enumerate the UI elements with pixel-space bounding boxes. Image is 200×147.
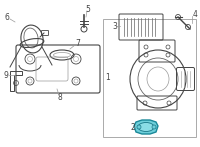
Polygon shape xyxy=(134,120,158,134)
Text: 4: 4 xyxy=(193,10,197,19)
Text: 9: 9 xyxy=(4,71,8,80)
Text: 5: 5 xyxy=(86,5,90,14)
Text: 2: 2 xyxy=(131,122,135,132)
Text: 1: 1 xyxy=(105,72,110,81)
Circle shape xyxy=(137,125,141,129)
Text: 6: 6 xyxy=(5,12,9,21)
Text: 8: 8 xyxy=(58,92,62,101)
Ellipse shape xyxy=(138,122,154,132)
Text: 7: 7 xyxy=(76,39,80,47)
Circle shape xyxy=(152,125,156,129)
Text: 3: 3 xyxy=(113,21,117,30)
